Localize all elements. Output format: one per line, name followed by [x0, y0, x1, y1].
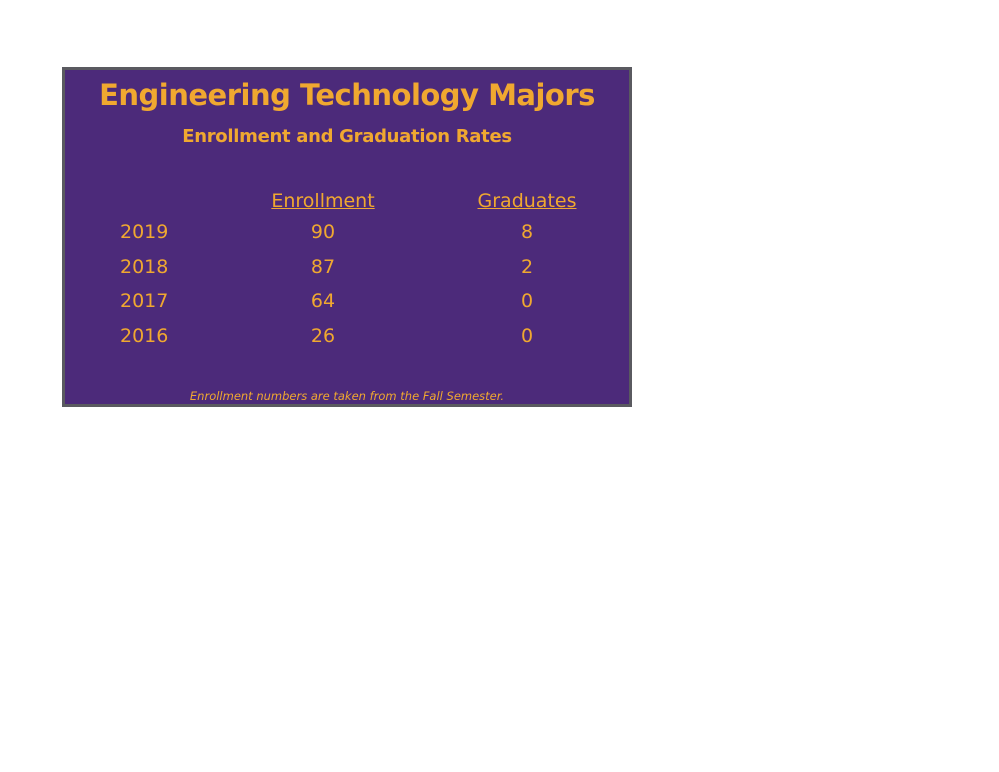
title: Engineering Technology Majors: [99, 78, 595, 112]
subtitle: Enrollment and Graduation Rates: [182, 126, 512, 147]
value-cell: 2: [520, 255, 534, 278]
footnote: Enrollment numbers are taken from the Fa…: [189, 389, 505, 403]
year-cell: 2019: [120, 221, 169, 243]
value-cell: 64: [310, 290, 336, 313]
year-cell: 2018: [120, 255, 169, 278]
value-cell: 90: [310, 221, 336, 243]
value-cell: 87: [310, 255, 336, 278]
year-cell: 2016: [120, 325, 169, 348]
value-cell: 8: [520, 221, 534, 243]
value-cell: 0: [520, 290, 534, 313]
column-header: Enrollment: [271, 190, 375, 212]
table-panel: Engineering Technology Majors Enrollment…: [62, 67, 632, 407]
year-cell: 2017: [120, 290, 169, 313]
column-header: Graduates: [477, 190, 577, 212]
value-cell: 26: [310, 325, 336, 348]
value-cell: 0: [520, 325, 534, 348]
